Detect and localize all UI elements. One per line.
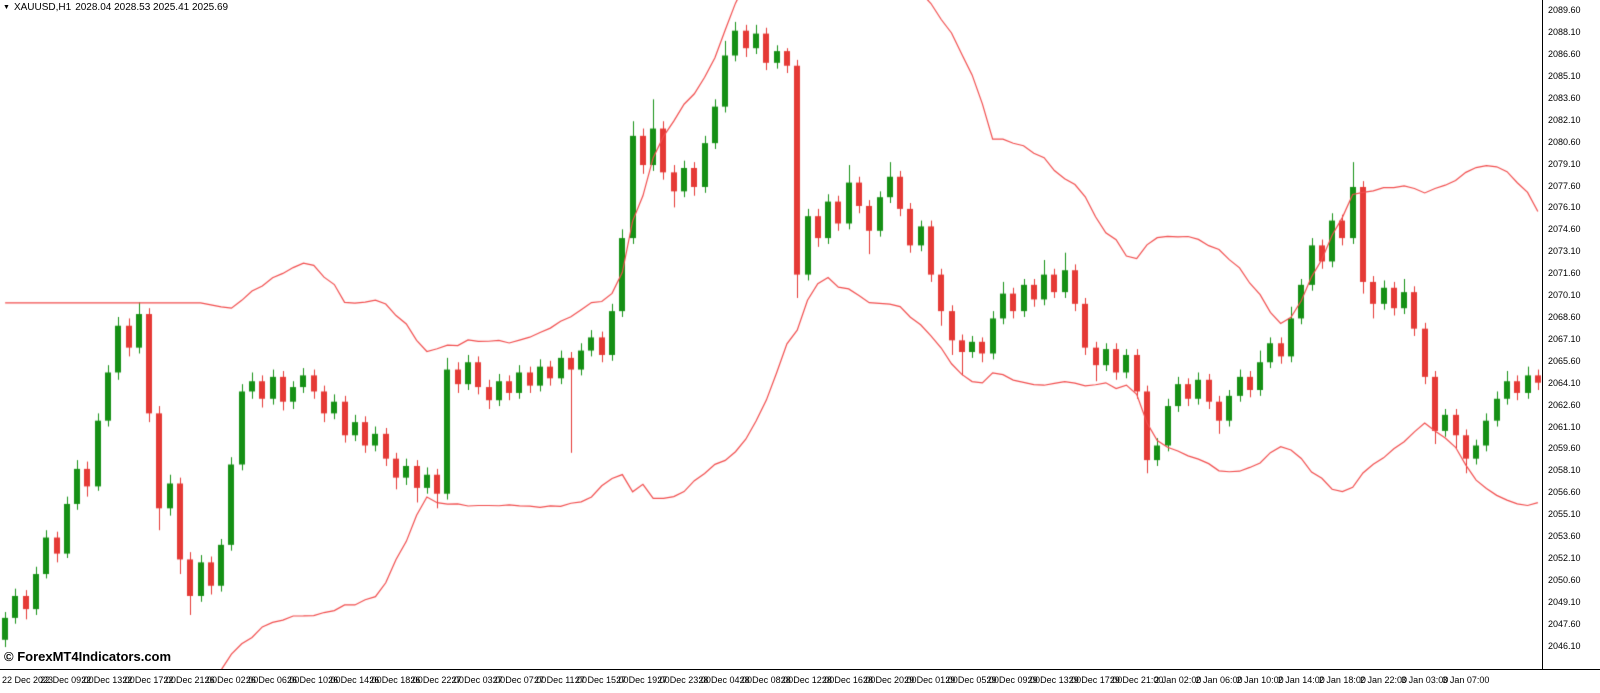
price-axis-label: 2088.10	[1548, 27, 1581, 38]
price-axis-label: 2052.10	[1548, 552, 1581, 563]
time-axis-label: 22 Dec 09:00	[40, 675, 94, 685]
time-axis-label: 26 Dec 18:00	[369, 675, 423, 685]
price-axis-label: 2070.10	[1548, 290, 1581, 301]
time-axis-label: 22 Dec 2023	[2, 675, 54, 685]
symbol-period-label: XAUUSD,H1	[13, 2, 72, 13]
time-axis-label: 29 Dec 21:00	[1109, 675, 1164, 685]
time-axis-label: 28 Dec 12:00	[780, 675, 835, 685]
time-axis-label: 28 Dec 08:00	[739, 675, 794, 685]
time-axis-label: 2 Jan 22:00	[1360, 675, 1408, 685]
time-axis-label: 29 Dec 17:00	[1068, 675, 1123, 685]
price-axis-label: 2089.60	[1548, 5, 1581, 16]
candlestick-plot[interactable]	[0, 0, 1543, 669]
price-axis-label: 2049.10	[1548, 596, 1581, 607]
price-axis-label: 2061.10	[1548, 421, 1581, 432]
time-axis-label: 22 Dec 17:00	[122, 675, 176, 685]
time-axis-label: 2 Jan 14:00	[1277, 675, 1325, 685]
symbol-marker-icon: ▼	[3, 4, 10, 11]
price-axis-label: 2050.60	[1548, 574, 1581, 585]
price-axis[interactable]: 2089.60 2088.10 2086.60 2085.10 2083.60 2082.…	[1542, 0, 1600, 669]
time-axis[interactable]: 22 Dec 2023 22 Dec 09:00 22 Dec 13:00 22 De…	[0, 669, 1600, 693]
price-axis-label: 2046.10	[1548, 640, 1581, 651]
price-axis-label: 2076.10	[1548, 202, 1581, 213]
time-axis-label: 26 Dec 10:00	[286, 675, 341, 685]
watermark-text: © ForexMT4Indicators.com	[4, 649, 172, 664]
price-axis-label: 2083.60	[1548, 92, 1581, 103]
time-axis-label: 29 Dec 13:00	[1027, 675, 1082, 685]
time-axis-label: 28 Dec 20:00	[863, 675, 917, 685]
price-axis-label: 2062.60	[1548, 399, 1581, 410]
ohlc-readout: 2028.04 2028.53 2025.41 2025.69	[75, 2, 229, 13]
time-axis-label: 27 Dec 15:00	[574, 675, 629, 685]
time-axis-label: 26 Dec 14:00	[328, 675, 382, 685]
price-axis-label: 2080.60	[1548, 136, 1581, 147]
price-axis-label: 2058.10	[1548, 465, 1581, 476]
time-axis-label: 28 Dec 04:00	[698, 675, 752, 685]
price-axis-label: 2082.10	[1548, 114, 1581, 125]
price-axis-label: 2067.10	[1548, 333, 1581, 344]
price-axis-label: 2079.10	[1548, 158, 1581, 169]
time-axis-label: 2 Jan 18:00	[1318, 675, 1366, 685]
time-axis-label: 3 Jan 03:00	[1401, 675, 1449, 685]
price-axis-label: 2056.60	[1548, 487, 1581, 498]
time-axis-label: 29 Dec 01:00	[904, 675, 958, 685]
price-axis-label: 2074.60	[1548, 224, 1581, 235]
price-axis-label: 2065.60	[1548, 355, 1581, 366]
price-axis-label: 2059.60	[1548, 443, 1581, 454]
price-axis-label: 2071.60	[1548, 268, 1581, 279]
time-axis-label: 22 Dec 13:00	[81, 675, 135, 685]
time-axis-label: 22 Dec 21:00	[163, 675, 218, 685]
price-axis-label: 2086.60	[1548, 49, 1581, 60]
time-axis-label: 27 Dec 19:00	[616, 675, 670, 685]
price-axis-label: 2085.10	[1548, 70, 1581, 81]
time-axis-label: 26 Dec 02:00	[204, 675, 259, 685]
time-axis-label: 27 Dec 23:00	[657, 675, 711, 685]
price-axis-label: 2064.10	[1548, 377, 1581, 388]
time-axis-label: 2 Jan 06:00	[1195, 675, 1243, 685]
time-axis-label: 3 Jan 07:00	[1442, 675, 1490, 685]
time-axis-label: 2 Jan 10:00	[1236, 675, 1284, 685]
price-axis-label: 2055.10	[1548, 509, 1581, 520]
time-axis-label: 29 Dec 05:00	[945, 675, 999, 685]
price-axis-label: 2073.10	[1548, 246, 1581, 257]
time-axis-label: 27 Dec 07:00	[492, 675, 547, 685]
time-axis-label: 29 Dec 09:00	[986, 675, 1041, 685]
time-axis-label: 27 Dec 03:00	[451, 675, 506, 685]
time-axis-label: 2 Jan 02:00	[1154, 675, 1202, 685]
time-axis-label: 28 Dec 16:00	[821, 675, 876, 685]
price-axis-label: 2047.60	[1548, 618, 1581, 629]
chart-title: ▼ XAUUSD,H1 2028.04 2028.53 2025.41 2025…	[3, 2, 228, 14]
price-axis-label: 2053.60	[1548, 531, 1581, 542]
price-axis-label: 2077.60	[1548, 180, 1581, 191]
time-axis-label: 27 Dec 11:00	[534, 675, 588, 685]
price-axis-label: 2068.60	[1548, 311, 1581, 322]
time-axis-label: 26 Dec 22:00	[410, 675, 464, 685]
time-axis-label: 26 Dec 06:00	[245, 675, 300, 685]
